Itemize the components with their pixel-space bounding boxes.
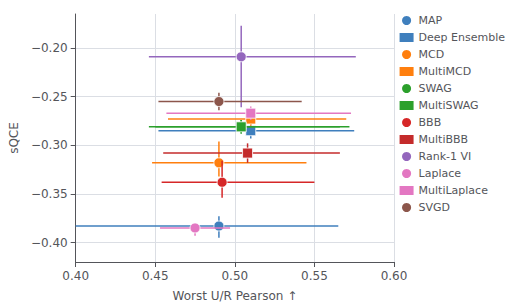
svg-text:−0.25: −0.25: [31, 90, 68, 104]
svg-text:MultiBBB: MultiBBB: [419, 133, 469, 146]
svg-text:−0.40: −0.40: [31, 236, 68, 250]
svg-text:SVGD: SVGD: [419, 201, 451, 214]
svg-text:0.40: 0.40: [62, 269, 89, 283]
svg-text:BBB: BBB: [419, 116, 442, 129]
svg-text:Deep Ensemble: Deep Ensemble: [419, 31, 506, 44]
svg-text:0.60: 0.60: [381, 269, 408, 283]
svg-text:Worst U/R Pearson ↑: Worst U/R Pearson ↑: [172, 289, 297, 303]
svg-text:−0.20: −0.20: [31, 41, 68, 55]
svg-text:0.50: 0.50: [221, 269, 248, 283]
svg-text:MAP: MAP: [419, 14, 443, 27]
svg-text:sQCE: sQCE: [7, 122, 21, 154]
svg-text:MCD: MCD: [419, 48, 445, 61]
svg-text:MultiMCD: MultiMCD: [419, 65, 472, 78]
svg-text:−0.30: −0.30: [31, 138, 68, 152]
svg-text:Laplace: Laplace: [419, 167, 462, 180]
svg-text:SWAG: SWAG: [419, 82, 452, 95]
svg-text:MultiLaplace: MultiLaplace: [419, 184, 489, 197]
svg-text:MultiSWAG: MultiSWAG: [419, 99, 479, 112]
svg-text:−0.35: −0.35: [31, 187, 68, 201]
svg-text:0.55: 0.55: [301, 269, 328, 283]
svg-text:0.45: 0.45: [142, 269, 169, 283]
svg-text:Rank-1 VI: Rank-1 VI: [419, 150, 472, 163]
